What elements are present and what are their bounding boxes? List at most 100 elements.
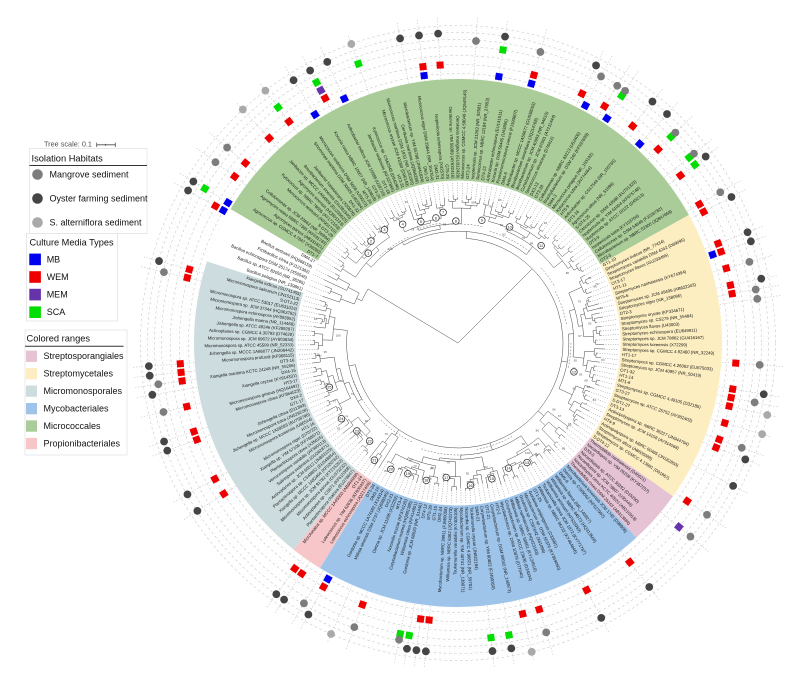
svg-text:Streptomycetales: Streptomycetales: [44, 369, 114, 379]
svg-text:95: 95: [324, 350, 328, 354]
svg-text:5: 5: [420, 220, 422, 224]
svg-text:Streptomyces flavus (U43003): Streptomyces flavus (U43003): [622, 321, 681, 331]
svg-text:Isolation Habitats: Isolation Habitats: [32, 154, 104, 164]
svg-text:69: 69: [548, 448, 552, 452]
svg-text:100: 100: [388, 247, 393, 251]
svg-text:80: 80: [431, 466, 435, 470]
svg-text:MEM: MEM: [47, 290, 68, 300]
svg-text:Oerskovia sp. YIM 59389 (AY632: Oerskovia sp. YIM 59389 (AY632416): [448, 107, 455, 180]
svg-text:70: 70: [413, 464, 417, 468]
svg-text:75: 75: [588, 276, 592, 280]
svg-text:Micrococcus sp. CGMCC 4.58049: Micrococcus sp. CGMCC 4.58049 (JQ549145): [460, 89, 468, 179]
svg-text:82: 82: [466, 472, 470, 476]
svg-text:80: 80: [340, 379, 344, 383]
svg-text:DT4-22: DT4-22: [480, 165, 487, 181]
svg-text:93: 93: [579, 372, 583, 376]
svg-text:82: 82: [337, 426, 341, 430]
svg-text:59: 59: [594, 285, 598, 289]
svg-text:Oerskovia mangrovi (GU312429): Oerskovia mangrovi (GU312429): [455, 115, 460, 179]
svg-text:79: 79: [578, 300, 582, 304]
svg-text:Micromonosporales: Micromonosporales: [44, 386, 123, 396]
svg-text:Jishengella sp. ATCC 49246 (KF: Jishengella sp. ATCC 49246 (KF289287): [216, 321, 295, 332]
svg-text:OT2-21: OT2-21: [484, 505, 492, 521]
svg-text:99: 99: [471, 201, 475, 205]
svg-text:84: 84: [593, 398, 597, 402]
svg-text:Actinoplanes sp. CGMCC 4.30793: Actinoplanes sp. CGMCC 4.30793 (D74628): [209, 328, 295, 337]
svg-text:100: 100: [525, 451, 530, 455]
svg-text:22: 22: [368, 439, 372, 443]
svg-text:7: 7: [442, 211, 444, 215]
svg-text:DM2-31: DM2-31: [433, 164, 440, 180]
svg-text:OT3-17: OT3-17: [611, 276, 627, 286]
svg-text:Streptomyces sp. JCM 78882 (GU: Streptomyces sp. JCM 78882 (GU416167): [622, 335, 704, 342]
svg-text:82: 82: [535, 453, 539, 457]
svg-text:80: 80: [536, 429, 540, 433]
svg-text:15: 15: [490, 477, 494, 481]
svg-text:1: 1: [367, 252, 369, 256]
svg-text:65: 65: [522, 442, 526, 446]
svg-text:Williamsia sp. NBRC 6362 (JQ74: Williamsia sp. NBRC 6362 (JQ742273): [445, 507, 453, 582]
svg-text:DT4-12: DT4-12: [420, 503, 428, 519]
svg-text:HT1-16: HT1-16: [301, 421, 316, 433]
svg-text:Mangrove sediment: Mangrove sediment: [50, 170, 130, 180]
svg-text:77: 77: [584, 402, 588, 406]
svg-text:56: 56: [317, 353, 321, 357]
svg-text:2: 2: [370, 239, 372, 243]
svg-text:HT2-31: HT2-31: [396, 174, 406, 190]
svg-text:DT3-13: DT3-13: [610, 402, 626, 412]
svg-text:Mycobacteriales: Mycobacteriales: [44, 404, 110, 414]
svg-text:25: 25: [327, 386, 331, 390]
svg-text:24: 24: [339, 417, 343, 421]
svg-text:68: 68: [584, 379, 588, 383]
svg-text:86: 86: [587, 385, 591, 389]
svg-text:80: 80: [566, 271, 570, 275]
svg-text:79: 79: [522, 236, 526, 240]
svg-text:Micromonospora sp. JCM 69672 (: Micromonospora sp. JCM 69672 (AY803834): [208, 335, 295, 342]
svg-text:67: 67: [447, 460, 451, 464]
svg-text:OT1-32: OT1-32: [620, 367, 636, 374]
svg-text:23: 23: [355, 429, 359, 433]
svg-text:93: 93: [405, 200, 409, 204]
svg-text:MT1-6: MT1-6: [618, 378, 632, 386]
svg-text:17: 17: [444, 476, 448, 480]
svg-text:76: 76: [536, 442, 540, 446]
svg-text:GT3-28: GT3-28: [533, 183, 545, 199]
svg-text:92: 92: [544, 221, 548, 225]
svg-text:62: 62: [600, 306, 604, 310]
svg-text:MB: MB: [47, 254, 61, 264]
svg-text:HT2-2: HT2-2: [494, 502, 502, 515]
svg-text:82: 82: [484, 465, 488, 469]
svg-text:GT3-27: GT3-27: [615, 388, 631, 397]
svg-text:18: 18: [424, 479, 428, 483]
svg-text:10: 10: [508, 225, 512, 229]
svg-text:66: 66: [568, 422, 572, 426]
svg-text:GT5-29: GT5-29: [444, 164, 450, 179]
svg-text:Propionibacteriales: Propionibacteriales: [44, 439, 121, 449]
svg-text:67: 67: [558, 414, 562, 418]
svg-text:GT1-25: GT1-25: [532, 488, 543, 504]
svg-text:78: 78: [378, 230, 382, 234]
svg-text:Micrococcales: Micrococcales: [44, 421, 102, 431]
svg-text:83: 83: [384, 469, 388, 473]
svg-text:DM1-23: DM1-23: [422, 166, 430, 183]
svg-text:HT3-17: HT3-17: [283, 378, 299, 386]
svg-text:DX2-21: DX2-21: [384, 492, 395, 508]
svg-text:74: 74: [345, 414, 349, 418]
svg-text:OT3-9: OT3-9: [588, 234, 601, 246]
svg-text:DM2-24: DM2-24: [437, 506, 444, 522]
svg-text:16: 16: [468, 484, 472, 488]
svg-text:21: 21: [372, 459, 376, 463]
svg-text:87: 87: [409, 459, 413, 463]
svg-text:DM4-5: DM4-5: [500, 171, 508, 185]
svg-text:8: 8: [455, 219, 457, 223]
svg-text:Streptomyces koreensis (X72299: Streptomyces koreensis (X72299): [622, 342, 687, 348]
svg-text:Colored ranges: Colored ranges: [27, 334, 91, 344]
svg-text:S. alterniflora sediment: S. alterniflora sediment: [50, 218, 143, 228]
svg-text:GT1-10: GT1-10: [431, 505, 438, 521]
svg-text:6: 6: [435, 216, 437, 220]
svg-text:4: 4: [402, 223, 404, 227]
svg-text:68: 68: [562, 446, 566, 450]
svg-text:DM3-21: DM3-21: [474, 506, 481, 522]
svg-text:GT3-24: GT3-24: [371, 184, 383, 200]
svg-text:Isoptericola echinospora (X425: Isoptericola echinospora (X42570): [434, 114, 445, 180]
